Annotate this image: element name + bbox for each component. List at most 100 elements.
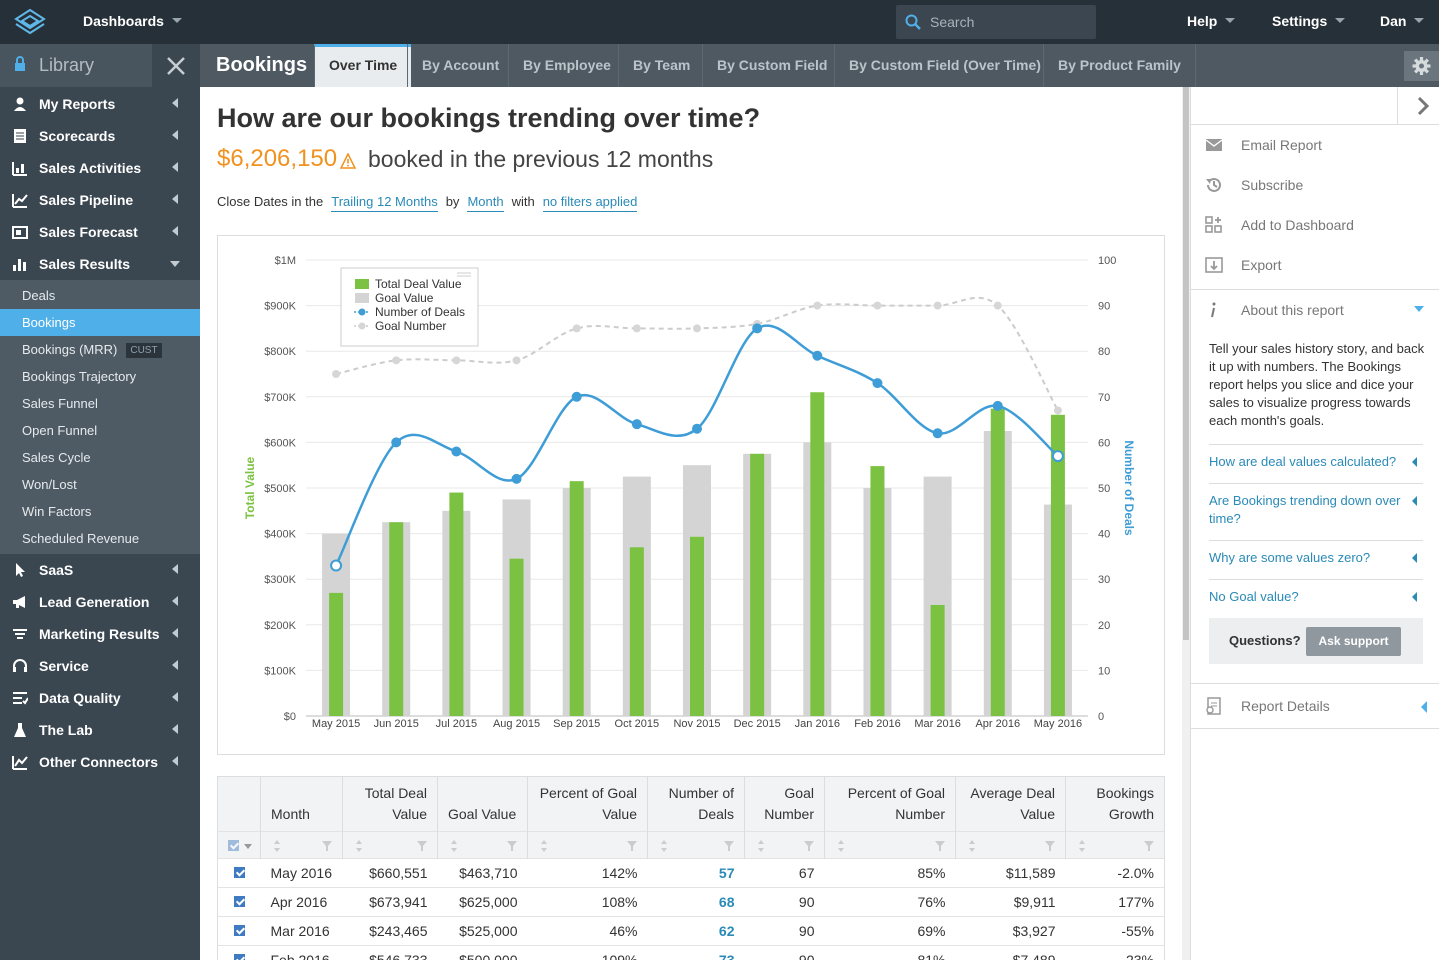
row-select-cell[interactable] xyxy=(217,858,261,888)
sub-item-scheduled-revenue[interactable]: Scheduled Revenue xyxy=(0,525,200,552)
subscribe-action[interactable]: Subscribe xyxy=(1191,165,1439,205)
tab-by-custom-field[interactable]: By Custom Field xyxy=(702,44,841,87)
nav-sales-pipeline[interactable]: Sales Pipeline xyxy=(0,184,200,216)
email-report-action[interactable]: Email Report xyxy=(1191,125,1439,165)
sort-icon[interactable] xyxy=(837,839,845,853)
dashboards-menu[interactable]: Dashboards xyxy=(83,13,182,29)
column-filter-icon[interactable] xyxy=(507,841,517,851)
tab-by-account[interactable]: By Account xyxy=(407,44,513,87)
nav-sales-forecast[interactable]: Sales Forecast xyxy=(0,216,200,248)
sort-icon[interactable] xyxy=(273,839,281,853)
report-settings-button[interactable] xyxy=(1404,51,1439,81)
column-filter-icon[interactable] xyxy=(935,841,945,851)
number-of-deals-link[interactable]: 57 xyxy=(647,858,745,888)
sub-item-bookings-trajectory[interactable]: Bookings Trajectory xyxy=(0,363,200,390)
column-filter-cell[interactable] xyxy=(647,831,745,859)
column-filter-cell[interactable] xyxy=(955,831,1066,859)
column-filter-icon[interactable] xyxy=(804,841,814,851)
tab-by-employee[interactable]: By Employee xyxy=(508,44,625,87)
column-filter-icon[interactable] xyxy=(724,841,734,851)
column-header-goal-number[interactable]: Goal Number xyxy=(744,776,825,832)
column-filter-cell[interactable] xyxy=(1065,831,1165,859)
column-filter-icon[interactable] xyxy=(322,841,332,851)
table-row[interactable]: Apr 2016 $673,941 $625,000 108% 68 90 76% $9,91… xyxy=(217,887,1165,917)
column-header-total-deal-value[interactable]: Total Deal Value xyxy=(342,776,438,832)
logo-icon[interactable] xyxy=(14,7,46,37)
table-row[interactable]: Feb 2016 $546,733 $500,000 109% 73 90 81% $7,48… xyxy=(217,945,1165,960)
collapse-panel-button[interactable] xyxy=(1397,87,1439,125)
column-filter-icon[interactable] xyxy=(1045,841,1055,851)
about-report-toggle[interactable]: About this report xyxy=(1191,289,1439,329)
nav-my-reports[interactable]: My Reports xyxy=(0,88,200,120)
faq-values-zero[interactable]: Why are some values zero? xyxy=(1209,540,1423,567)
nav-saas[interactable]: SaaS xyxy=(0,554,200,586)
column-header-goal-value[interactable]: Goal Value xyxy=(437,776,528,832)
column-header-month[interactable]: Month xyxy=(260,776,343,832)
column-filter-cell[interactable] xyxy=(744,831,825,859)
sort-icon[interactable] xyxy=(1078,839,1086,853)
column-filter-cell[interactable] xyxy=(824,831,956,859)
export-action[interactable]: Export xyxy=(1191,245,1439,285)
tab-by-custom-field-over-time[interactable]: By Custom Field (Over Time) xyxy=(834,44,1055,87)
column-filter-cell[interactable] xyxy=(527,831,648,859)
sort-icon[interactable] xyxy=(968,839,976,853)
select-all-checkbox[interactable] xyxy=(228,840,239,851)
row-checkbox[interactable] xyxy=(233,954,245,960)
nav-service[interactable]: Service xyxy=(0,650,200,682)
row-checkbox[interactable] xyxy=(233,867,245,878)
sub-item-sales-cycle[interactable]: Sales Cycle xyxy=(0,444,200,471)
nav-other-connectors[interactable]: Other Connectors xyxy=(0,746,200,778)
warning-icon[interactable] xyxy=(340,153,356,169)
close-library-button[interactable] xyxy=(152,44,200,87)
search-input[interactable] xyxy=(930,12,1085,32)
faq-deal-values[interactable]: How are deal values calculated? xyxy=(1209,444,1423,471)
sort-icon[interactable] xyxy=(355,839,363,853)
column-filter-icon[interactable] xyxy=(1144,841,1154,851)
tab-over-time[interactable]: Over Time xyxy=(314,44,412,87)
column-header-bookings-growth[interactable]: Bookings Growth xyxy=(1065,776,1165,832)
sub-item-bookings[interactable]: Bookings xyxy=(0,309,200,336)
row-checkbox[interactable] xyxy=(233,896,245,907)
nav-the-lab[interactable]: The Lab xyxy=(0,714,200,746)
column-filter-cell[interactable] xyxy=(342,831,438,859)
row-checkbox[interactable] xyxy=(233,925,245,936)
main-scrollbar[interactable] xyxy=(1182,87,1190,960)
sub-item-deals[interactable]: Deals xyxy=(0,282,200,309)
scroll-thumb[interactable] xyxy=(1183,87,1189,640)
period-filter-link[interactable]: Trailing 12 Months xyxy=(331,194,438,212)
number-of-deals-link[interactable]: 62 xyxy=(647,916,745,946)
sub-item-open-funnel[interactable]: Open Funnel xyxy=(0,417,200,444)
number-of-deals-link[interactable]: 68 xyxy=(647,887,745,917)
lock-icon[interactable] xyxy=(14,56,26,72)
nav-scorecards[interactable]: Scorecards xyxy=(0,120,200,152)
tab-by-team[interactable]: By Team xyxy=(618,44,704,87)
sub-item-win-factors[interactable]: Win Factors xyxy=(0,498,200,525)
user-menu[interactable]: Dan xyxy=(1380,13,1425,29)
nav-marketing-results[interactable]: Marketing Results xyxy=(0,618,200,650)
table-row[interactable]: May 2016 $660,551 $463,710 142% 57 67 85% $11,5… xyxy=(217,858,1165,888)
row-select-cell[interactable] xyxy=(217,945,261,960)
help-menu[interactable]: Help xyxy=(1187,13,1236,29)
number-of-deals-link[interactable]: 73 xyxy=(647,945,745,960)
table-row[interactable]: Mar 2016 $243,465 $525,000 46% 62 90 69% $3,927… xyxy=(217,916,1165,946)
column-filter-icon[interactable] xyxy=(417,841,427,851)
sub-item-sales-funnel[interactable]: Sales Funnel xyxy=(0,390,200,417)
nav-data-quality[interactable]: Data Quality xyxy=(0,682,200,714)
nav-sales-activities[interactable]: Sales Activities xyxy=(0,152,200,184)
tab-by-product-family[interactable]: By Product Family xyxy=(1043,44,1196,87)
sort-icon[interactable] xyxy=(660,839,668,853)
add-to-dashboard-action[interactable]: Add to Dashboard xyxy=(1191,205,1439,245)
column-filter-cell[interactable] xyxy=(260,831,343,859)
chevron-down-icon[interactable] xyxy=(244,844,252,849)
sort-icon[interactable] xyxy=(757,839,765,853)
nav-sales-results[interactable]: Sales Results xyxy=(0,248,200,280)
search-box[interactable] xyxy=(896,5,1096,39)
row-select-cell[interactable] xyxy=(217,916,261,946)
select-all-cell[interactable] xyxy=(217,831,261,859)
ask-support-button[interactable]: Ask support xyxy=(1306,627,1401,656)
sort-icon[interactable] xyxy=(450,839,458,853)
column-header-percent-goal-value[interactable]: Percent of Goal Value xyxy=(527,776,648,832)
filters-link[interactable]: no filters applied xyxy=(542,194,638,212)
nav-lead-generation[interactable]: Lead Generation xyxy=(0,586,200,618)
column-header-number-of-deals[interactable]: Number of Deals xyxy=(647,776,745,832)
